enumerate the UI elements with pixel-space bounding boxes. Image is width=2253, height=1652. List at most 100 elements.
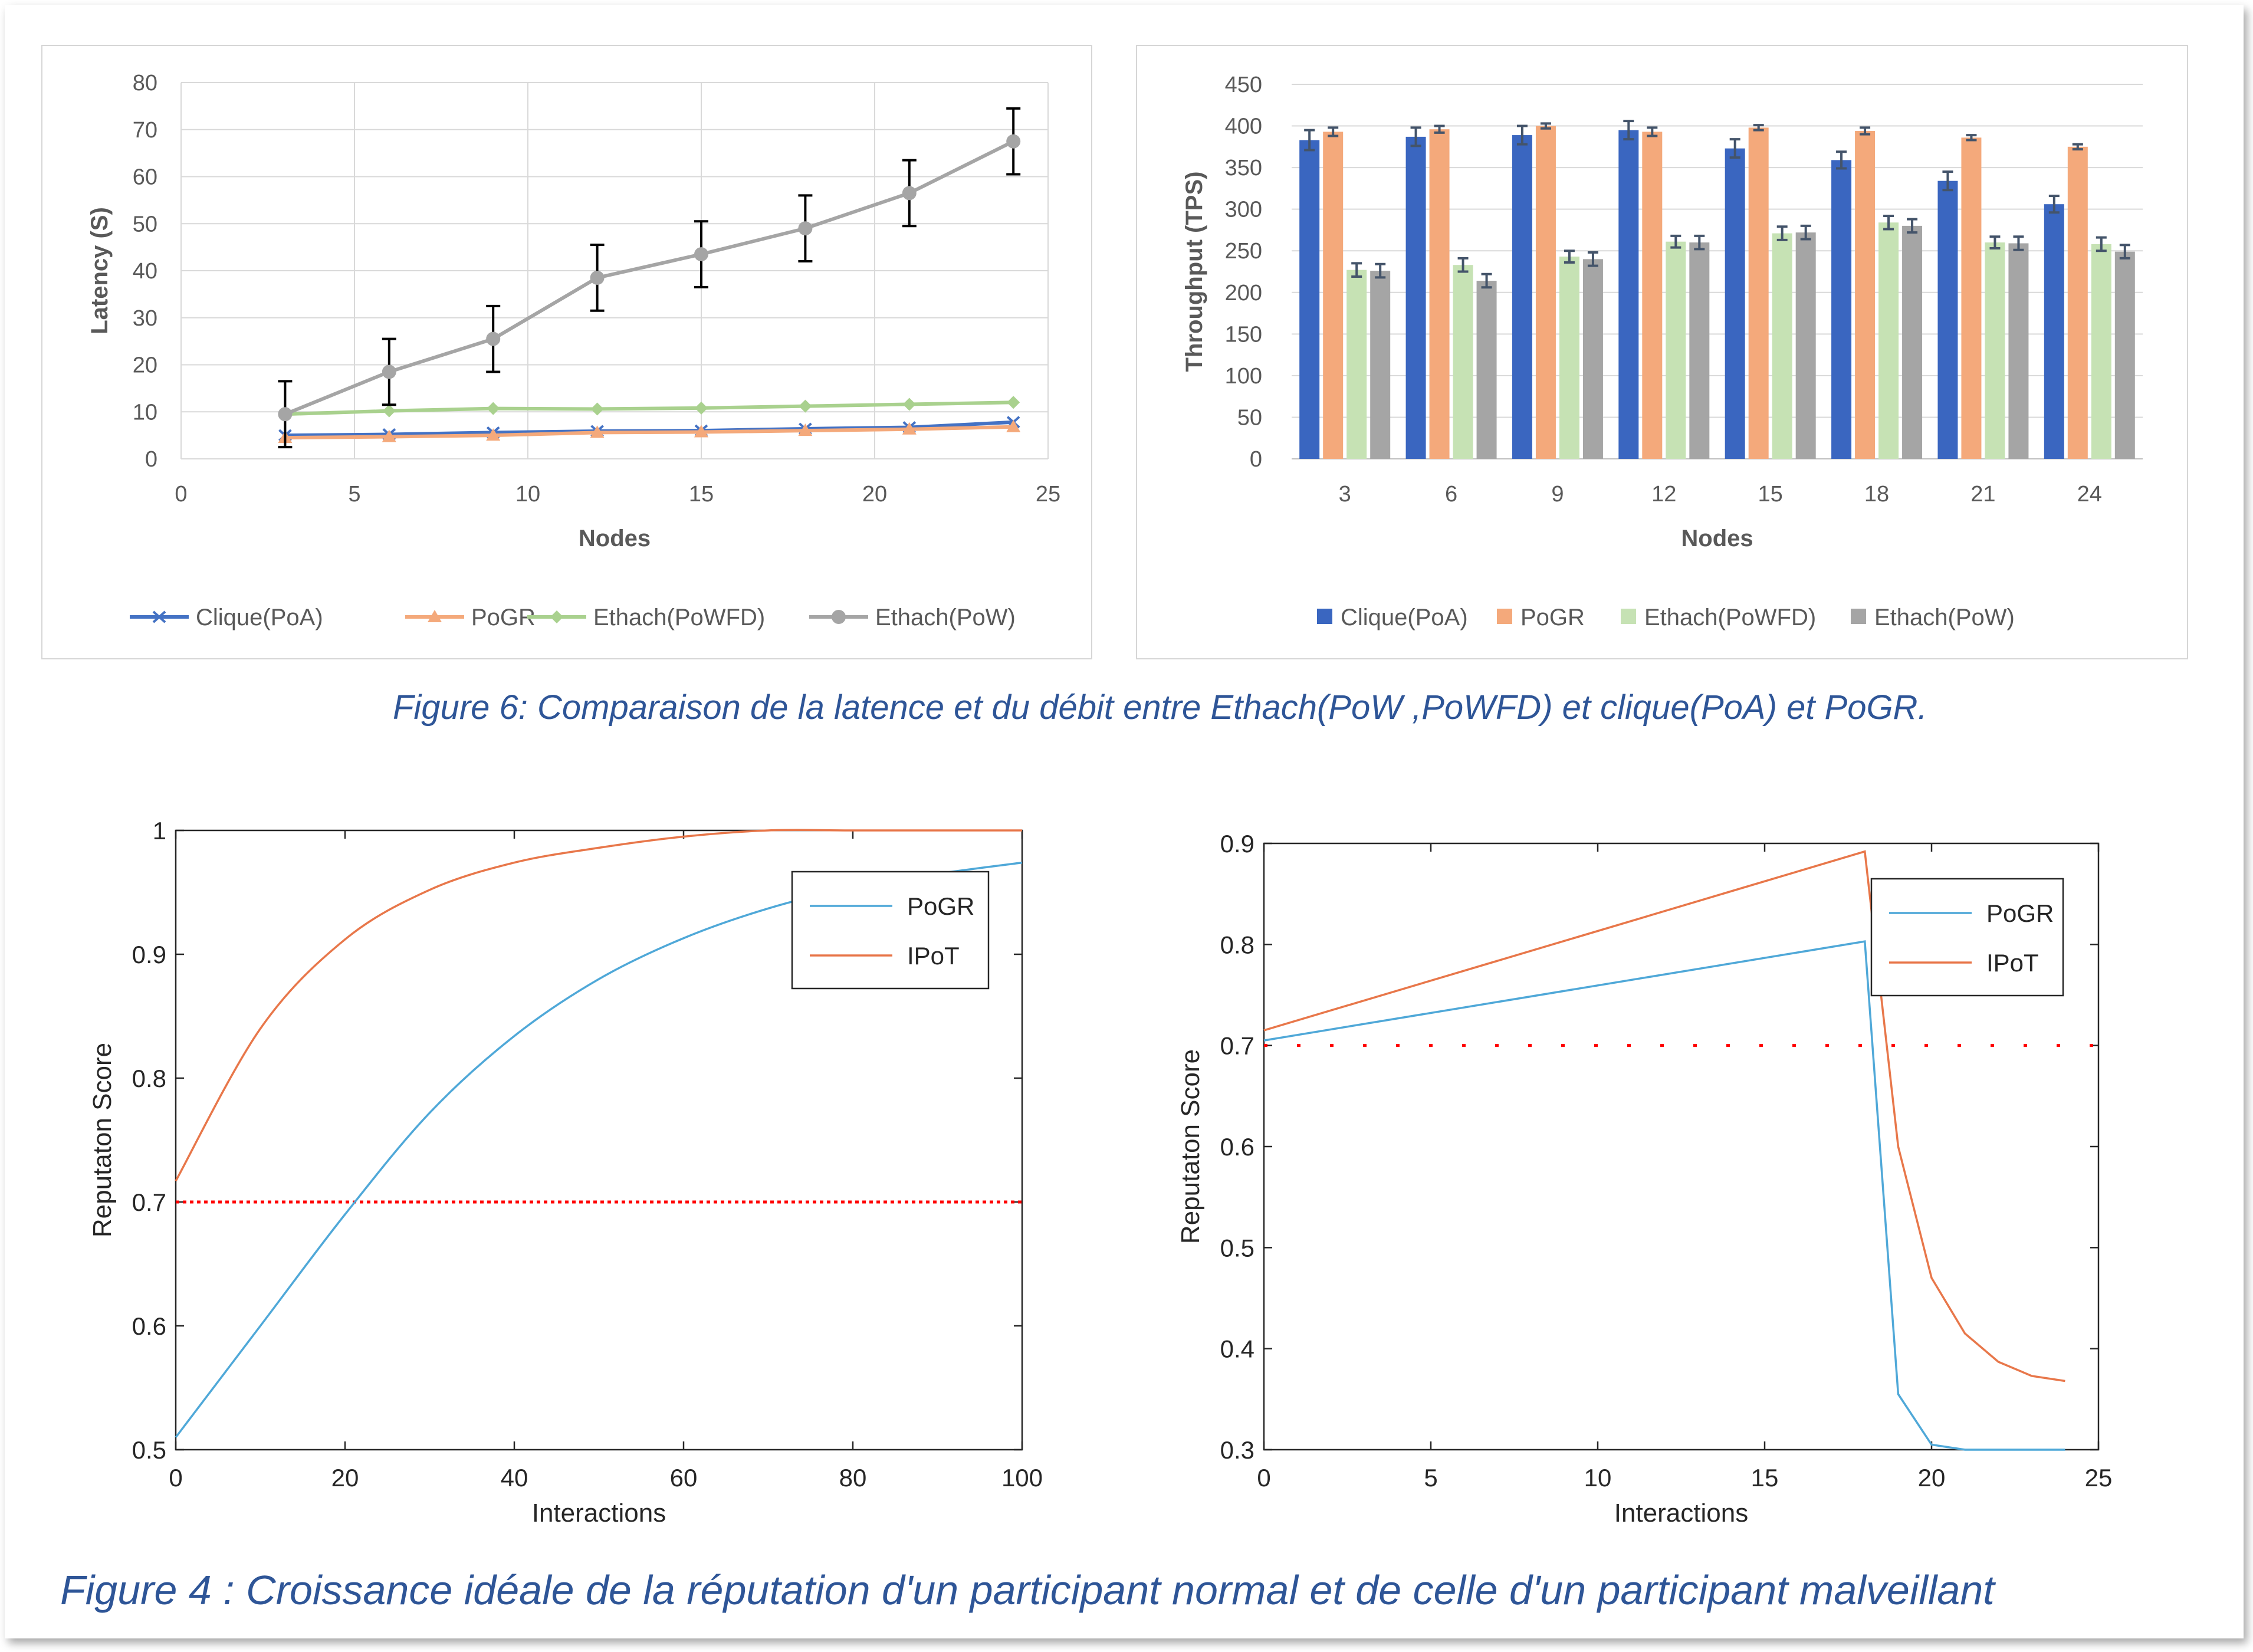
error-bar xyxy=(2072,143,2083,151)
error-bar xyxy=(1304,129,1315,152)
x-tick-label: 80 xyxy=(839,1464,867,1492)
y-tick-label: 0.8 xyxy=(1220,931,1254,958)
x-tick-label: 5 xyxy=(1424,1464,1437,1492)
x-tick-label: 15 xyxy=(689,482,714,507)
x-tick-label: 20 xyxy=(1918,1464,1946,1492)
x-tick-label: 20 xyxy=(331,1464,359,1492)
series-line xyxy=(285,425,1014,440)
data-point xyxy=(1007,396,1020,409)
legend-swatch xyxy=(1621,609,1636,624)
legend-marker xyxy=(152,610,166,623)
x-tick-label: 12 xyxy=(1651,482,1676,507)
bar xyxy=(1582,259,1603,459)
y-tick-label: 0.7 xyxy=(1220,1032,1254,1060)
bar xyxy=(1453,265,1473,459)
y-tick-label: 350 xyxy=(1225,156,1262,180)
legend-label: IPoT xyxy=(907,942,960,970)
data-point xyxy=(798,423,813,436)
x-tick-label: 15 xyxy=(1758,482,1783,507)
y-tick-label: 0.8 xyxy=(132,1065,166,1092)
y-tick-label: 0.3 xyxy=(1220,1436,1254,1464)
legend-label: PoGR xyxy=(1520,605,1585,630)
data-point xyxy=(382,364,396,379)
bar xyxy=(1476,281,1497,459)
y-tick-label: 20 xyxy=(133,353,157,378)
latency-chart-panel: 0 10 20 30 40 50 60 70 80 0 5 10 15 20 25 Nodes Latency … xyxy=(41,45,1092,659)
data-point xyxy=(799,399,812,413)
reputation-normal-chart: 0.5 0.6 0.7 0.8 0.9 1 0 20 40 60 80 100 Interactions… xyxy=(88,817,1043,1528)
legend-label: PoGR xyxy=(471,605,536,630)
series-line xyxy=(285,400,1014,416)
legend-marker xyxy=(550,610,563,623)
legend-box xyxy=(1870,878,2064,997)
y-tick-label: 0 xyxy=(1250,447,1262,472)
bar xyxy=(2067,146,2088,459)
data-point xyxy=(902,422,917,435)
error-bar xyxy=(1457,257,1469,273)
x-tick-label: 10 xyxy=(515,482,540,507)
data-point xyxy=(694,425,708,438)
bar xyxy=(1689,242,1710,459)
data-point xyxy=(695,401,708,415)
x-tick-label: 6 xyxy=(1445,482,1457,507)
x-tick-label: 5 xyxy=(348,482,360,507)
series-line xyxy=(175,829,1022,1182)
bar xyxy=(1666,241,1686,459)
data-point xyxy=(902,398,916,411)
y-tick-label: 30 xyxy=(133,306,157,331)
error-bar xyxy=(1481,272,1492,289)
error-bar xyxy=(1647,126,1658,137)
y-axis-label: Throughput (TPS) xyxy=(1181,172,1207,372)
figure-page: 0 10 20 30 40 50 60 70 80 0 5 10 15 20 25 Nodes Latency … xyxy=(5,5,2244,1638)
reputation-malicious-chart: 0.3 0.4 0.5 0.6 0.7 0.8 0.9 0 5 10 15 20 25 Interacti… xyxy=(1176,830,2113,1528)
data-point xyxy=(382,404,396,418)
series-line xyxy=(284,140,1014,416)
error-bar xyxy=(2119,244,2130,260)
bar xyxy=(1725,148,1745,459)
bar xyxy=(1795,232,1816,459)
bar xyxy=(1855,131,1876,459)
data-point xyxy=(694,247,708,262)
y-tick-label: 150 xyxy=(1225,322,1262,347)
error-bar xyxy=(1694,234,1705,251)
legend-label: PoGR xyxy=(907,892,974,920)
y-tick-label: 50 xyxy=(1237,405,1262,430)
y-tick-label: 0 xyxy=(145,447,157,472)
data-point xyxy=(382,429,396,442)
bar xyxy=(1323,132,1344,459)
legend-label: Ethach(PoW) xyxy=(875,605,1016,630)
x-tick-label: 0 xyxy=(169,1464,182,1492)
bar xyxy=(1346,270,1367,459)
error-bar xyxy=(1942,170,1953,192)
data-point xyxy=(486,428,501,441)
y-tick-label: 200 xyxy=(1225,281,1262,306)
bar xyxy=(1559,257,1579,459)
bar xyxy=(2091,244,2111,459)
series-line xyxy=(1263,850,2065,1382)
error-bar xyxy=(1434,124,1445,134)
legend-label: PoGR xyxy=(1986,899,2054,927)
bar xyxy=(1831,160,1852,459)
error-bar xyxy=(1623,120,1634,141)
figure-4-caption: Figure 4 : Croissance idéale de la réput… xyxy=(60,1567,1995,1613)
bar xyxy=(1748,127,1769,459)
x-tick-label: 21 xyxy=(1970,482,1995,507)
data-point xyxy=(1006,419,1021,432)
data-point xyxy=(590,270,605,285)
legend-swatch xyxy=(1497,609,1512,624)
data-point xyxy=(1006,134,1021,149)
y-tick-label: 0.5 xyxy=(1220,1234,1254,1262)
error-bar xyxy=(1753,124,1764,132)
x-axis-label: Interactions xyxy=(1614,1499,1748,1528)
legend-label: Ethach(PoWFD) xyxy=(1644,605,1816,630)
error-bar xyxy=(1776,225,1788,241)
data-point xyxy=(590,425,605,438)
error-bar xyxy=(1800,224,1811,241)
y-tick-label: 0.7 xyxy=(132,1188,166,1216)
bar xyxy=(1772,233,1792,459)
error-bar xyxy=(2048,195,2060,214)
x-tick-label: 25 xyxy=(2085,1464,2113,1492)
legend-marker xyxy=(428,610,442,622)
x-tick-label: 60 xyxy=(670,1464,698,1492)
x-tick-label: 3 xyxy=(1339,482,1351,507)
